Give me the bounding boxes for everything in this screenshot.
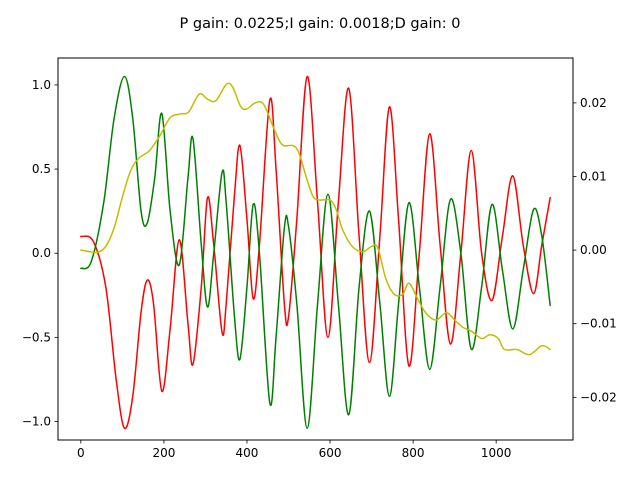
y2-tick-label: −0.02 bbox=[580, 390, 617, 404]
x-tick-label: 400 bbox=[236, 446, 259, 460]
y2-tick-label: −0.01 bbox=[580, 317, 617, 331]
y2-tick-label: 0.01 bbox=[580, 170, 607, 184]
series-line-1 bbox=[80, 75, 551, 430]
y-tick-label: 0.5 bbox=[32, 162, 51, 176]
x-tick-label: 600 bbox=[319, 446, 342, 460]
x-tick-label: 1000 bbox=[481, 446, 512, 460]
series-line-2 bbox=[80, 75, 551, 429]
y-tick-label: −1.0 bbox=[22, 414, 51, 428]
chart-title: P gain: 0.0225;I gain: 0.0018;D gain: 0 bbox=[180, 16, 461, 32]
y2-tick-label: 0.00 bbox=[580, 243, 607, 257]
x-tick-label: 800 bbox=[402, 446, 425, 460]
plot-frame bbox=[57, 57, 574, 441]
y-tick-label: −0.5 bbox=[22, 330, 51, 344]
y-tick-label: 1.0 bbox=[32, 78, 51, 92]
y-tick-label: 0.0 bbox=[32, 246, 51, 260]
y2-tick-label: 0.02 bbox=[580, 96, 607, 110]
x-tick-label: 200 bbox=[152, 446, 175, 460]
series-line-3 bbox=[80, 82, 551, 356]
axes-layer: 0 200 400 600 800 1000 −1.0 −0.5 0.0 0.5 1.0 −0.02 −… bbox=[22, 78, 617, 460]
series-layer bbox=[80, 75, 551, 430]
x-tick-label: 0 bbox=[77, 446, 85, 460]
